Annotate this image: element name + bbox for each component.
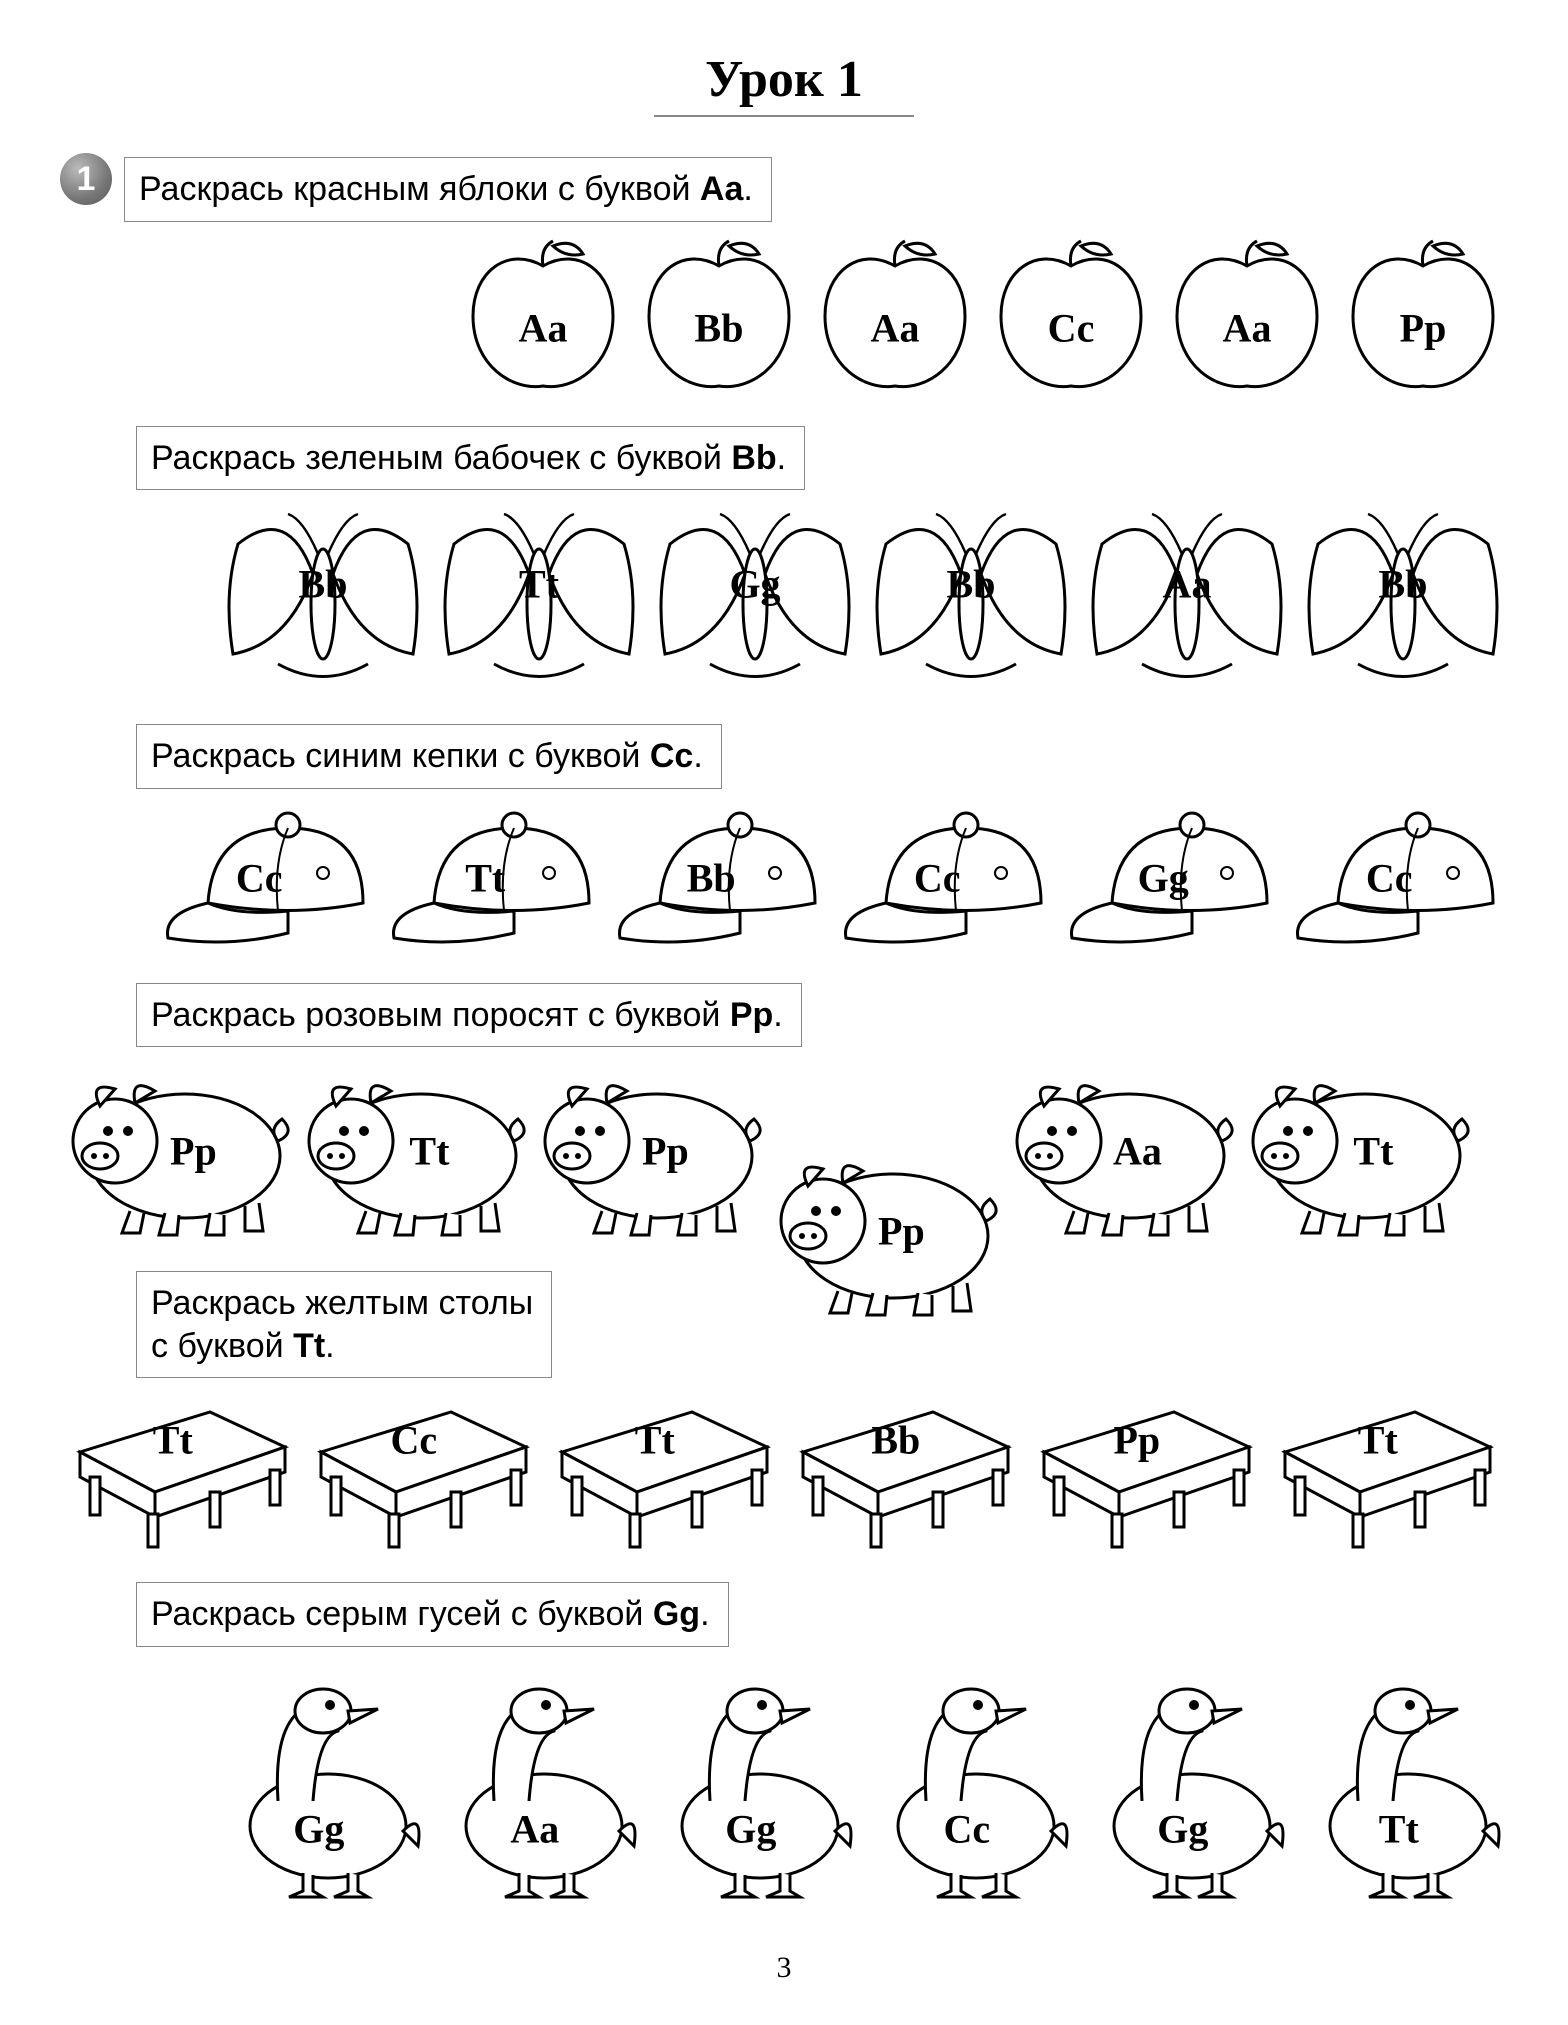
pig-item: Pp (60, 1061, 290, 1241)
apple-item: Cc (986, 236, 1156, 396)
butterfly-item: Aa (1082, 504, 1292, 694)
items-row-geese: Gg Aa Gg Cc Gg (60, 1661, 1508, 1901)
pig-item: Tt (1240, 1061, 1470, 1241)
table-item: Tt (60, 1392, 295, 1552)
goose-item: Tt (1298, 1661, 1508, 1901)
task-butterflies: Раскрась зеленым бабочек с буквой Bb. Bb… (60, 426, 1508, 695)
goose-item: Cc (866, 1661, 1076, 1901)
apple-item: Aa (810, 236, 980, 396)
exercise-badge: 1 (60, 153, 112, 205)
apple-item: Pp (1338, 236, 1508, 396)
instruction-pigs: Раскрась розовым поросят с буквой Pp. (136, 983, 802, 1048)
items-row-apples: Aa Bb Aa Cc Aa Pp (60, 236, 1508, 396)
items-row-pigs: Pp Tt Pp Pp (60, 1061, 1508, 1241)
apple-item: Aa (1162, 236, 1332, 396)
task-geese: Раскрась серым гусей с буквой Gg. Gg Aa … (60, 1582, 1508, 1901)
instruction-geese: Раскрась серым гусей с буквой Gg. (136, 1582, 729, 1647)
cap-item: Tt (384, 803, 604, 953)
apple-item: Bb (634, 236, 804, 396)
pig-item: Aa (1004, 1061, 1234, 1241)
butterfly-item: Tt (434, 504, 644, 694)
table-item: Tt (1265, 1392, 1500, 1552)
butterfly-item: Bb (1298, 504, 1508, 694)
pig-item: Pp (532, 1061, 762, 1241)
cap-item: Gg (1062, 803, 1282, 953)
page-number: 3 (60, 1951, 1508, 1985)
cap-item: Bb (610, 803, 830, 953)
page-title: Урок 1 (60, 50, 1508, 117)
table-item: Bb (783, 1392, 1018, 1552)
butterfly-item: Bb (218, 504, 428, 694)
goose-item: Gg (650, 1661, 860, 1901)
goose-item: Aa (434, 1661, 644, 1901)
instruction-caps: Раскрась синим кепки с буквой Cc. (136, 724, 722, 789)
goose-item: Gg (1082, 1661, 1292, 1901)
instruction-apples: Раскрась красным яблоки с буквой Aa. (124, 157, 772, 222)
task-apples: 1Раскрась красным яблоки с буквой Aa. Aa… (60, 157, 1508, 396)
butterfly-item: Bb (866, 504, 1076, 694)
table-item: Cc (301, 1392, 536, 1552)
task-caps: Раскрась синим кепки с буквой Cc. Cc Tt … (60, 724, 1508, 953)
pig-item: Tt (296, 1061, 526, 1241)
table-item: Pp (1024, 1392, 1259, 1552)
butterfly-item: Gg (650, 504, 860, 694)
table-item: Tt (542, 1392, 777, 1552)
items-row-butterflies: Bb Tt Gg Bb Aa Bb (60, 504, 1508, 694)
instruction-butterflies: Раскрась зеленым бабочек с буквой Bb. (136, 426, 805, 491)
cap-item: Cc (158, 803, 378, 953)
apple-item: Aa (458, 236, 628, 396)
items-row-tables: Tt Cc Tt Bb Pp (60, 1392, 1508, 1552)
task-pigs: Раскрась розовым поросят с буквой Pp. Pp… (60, 983, 1508, 1242)
cap-item: Cc (836, 803, 1056, 953)
pig-item: Pp (768, 1141, 998, 1321)
goose-item: Gg (218, 1661, 428, 1901)
items-row-caps: Cc Tt Bb Cc Gg Cc (60, 803, 1508, 953)
cap-item: Cc (1288, 803, 1508, 953)
instruction-tables: Раскрась желтым столы с буквой Tt. (136, 1271, 552, 1378)
